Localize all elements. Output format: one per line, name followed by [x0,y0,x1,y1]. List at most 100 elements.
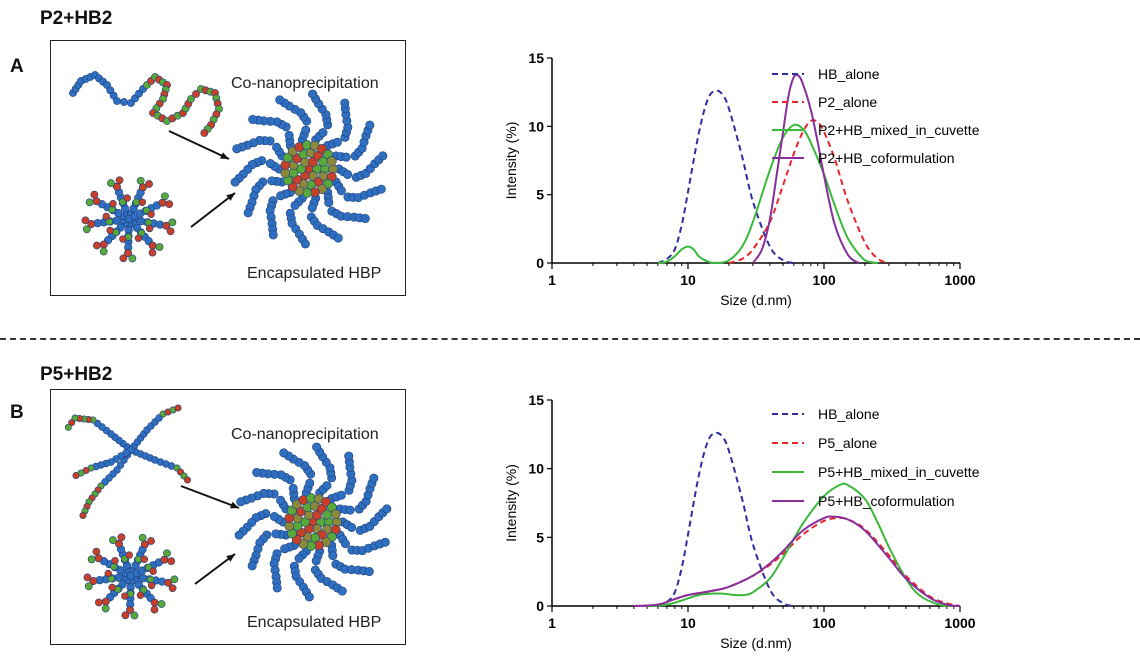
section-divider [0,338,1140,340]
bead [158,198,167,207]
bead [365,120,375,130]
bead [330,509,341,520]
bead [101,604,110,613]
bead [187,95,195,103]
bead [109,200,117,208]
bead [276,191,286,201]
x-tick-label: 1 [548,615,556,631]
bead [336,186,346,196]
bead [117,533,126,542]
x-axis-label: Size (d.nm) [720,635,792,651]
bead [279,448,289,458]
bead [109,536,117,545]
bead [344,451,354,461]
arrow-shaft [190,192,236,228]
bead [267,176,277,186]
y-tick-label: 5 [536,529,544,545]
schematic-a: Co-nanoprecipitation Encapsulated HBP [50,40,406,296]
bead [360,214,370,224]
bead [162,221,171,230]
bead [232,144,242,154]
y-tick-label: 5 [536,187,544,203]
x-tick-label: 1000 [944,615,975,631]
bead [311,556,321,566]
bead [318,128,328,138]
bead [120,98,128,106]
bead [111,557,119,565]
bead [148,248,157,257]
bead [332,137,342,147]
series-line-hb-alone [657,89,795,264]
section-title-a: P2+HB2 [40,8,113,29]
bead [130,611,139,620]
bead [113,182,121,191]
bead [150,598,159,607]
legend-label: HB_alone [818,406,880,422]
bead [248,114,258,124]
bead [184,476,192,484]
bead [136,176,145,185]
legend-label: P2+HB_mixed_in_cuvette [818,122,980,138]
bead [82,225,91,234]
bead [234,530,244,540]
bead [243,208,253,218]
bead [119,235,127,243]
bead [102,212,110,221]
bead [99,247,108,256]
bead [72,472,80,480]
bead [123,194,131,202]
panel-letter-b: B [10,402,24,423]
bead [92,547,101,556]
bead [174,404,182,412]
bead [378,151,388,161]
bead [71,414,79,422]
bead [166,227,175,236]
bead [84,582,93,591]
bead [347,522,357,532]
bead [369,473,379,483]
bead [345,505,355,515]
bead [115,539,123,548]
x-tick-label: 10 [680,615,696,631]
series-line-p2-hb-coformulation [752,73,860,264]
x-tick-label: 1 [548,272,556,288]
bead [280,544,290,554]
arrow-shaft [168,130,230,160]
bead [272,583,282,593]
bead [382,504,392,514]
legend-label: P5+HB_coformulation [818,493,955,509]
y-tick-label: 15 [528,50,544,66]
bead [95,598,103,607]
bead [64,423,72,431]
series-line-p5-hb-coformulation [633,515,961,607]
bead [284,130,294,140]
bead [107,179,115,188]
schematic-b: Co-nanoprecipitation Encapsulated HBP [50,389,406,645]
bead [147,210,155,218]
y-tick-label: 0 [536,255,544,271]
bead [116,461,125,469]
x-tick-label: 100 [812,615,836,631]
bead [134,234,143,242]
bead [106,226,114,235]
bead [147,581,156,590]
bead [93,241,101,250]
legend-label: P2+HB_coformulation [818,150,955,166]
bead [328,551,338,561]
bead [128,254,137,263]
x-tick-label: 100 [812,272,836,288]
bead [167,557,176,566]
bead [200,129,209,137]
bead [81,216,90,225]
bead [340,98,350,108]
arrow-head [220,152,229,159]
bead [170,575,179,584]
bead [275,95,285,105]
bead [68,419,76,427]
bead [108,583,116,592]
bead [165,200,174,209]
bead [113,97,121,105]
bead [288,483,298,493]
bead [99,240,108,249]
bead [269,512,279,522]
